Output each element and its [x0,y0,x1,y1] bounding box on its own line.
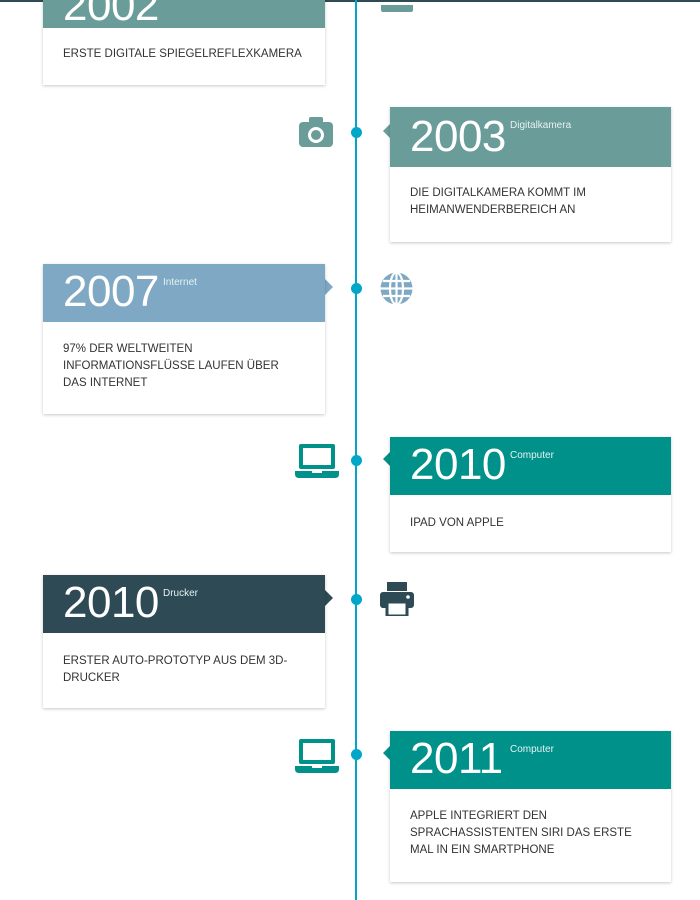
card-pointer [325,279,333,295]
card-pointer [383,124,390,138]
timeline-card-2010-computer: 2010 Computer IPAD VON APPLE [390,437,671,552]
card-pointer [383,452,390,466]
card-pointer [383,746,390,760]
card-description: 97% DER WELTWEITEN INFORMATIONSFLÜSSE LA… [63,343,279,389]
timeline-dot [350,454,362,466]
timeline-dot [350,126,362,138]
card-header: 2007 Internet [43,264,325,322]
card-year: 2003 [410,112,506,161]
card-header: 2010 Drucker [43,575,325,633]
card-description: ERSTER AUTO-PROTOTYP AUS DEM 3D-DRUCKER [63,655,288,684]
timeline-card-2011: 2011 Computer APPLE INTEGRIERT DEN SPRAC… [390,731,671,882]
card-category: Internet [163,277,197,288]
card-year: 2010 [410,440,506,489]
laptop-icon [295,444,339,483]
card-header: 2002 [43,0,325,28]
card-description: APPLE INTEGRIERT DEN SPRACHASSISTENTEN S… [410,810,632,856]
printer-icon [380,582,414,621]
timeline-dot [350,748,362,760]
timeline-dot [350,282,362,294]
card-description: IPAD VON APPLE [410,517,504,529]
card-description: ERSTE DIGITALE SPIEGELREFLEXKAMERA [63,48,302,60]
camera-icon [299,117,333,152]
card-year: 2002 [63,0,159,30]
timeline-card-2010-drucker: 2010 Drucker ERSTER AUTO-PROTOTYP AUS DE… [43,575,325,708]
timeline-card-2002: 2002 ERSTE DIGITALE SPIEGELREFLEXKAMERA [43,0,325,85]
timeline-axis [355,0,357,900]
card-year: 2010 [63,578,159,627]
laptop-icon [295,739,339,778]
card-category: Computer [510,744,554,755]
timeline-card-2003: 2003 Digitalkamera DIE DIGITALKAMERA KOM… [390,107,671,242]
card-header: 2010 Computer [390,437,671,495]
card-category: Digitalkamera [510,120,572,131]
timeline-card-2007: 2007 Internet 97% DER WELTWEITEN INFORMA… [43,264,325,414]
card-pointer [325,590,333,606]
timeline-dot [350,593,362,605]
card-category: Drucker [163,588,199,599]
card-category: Computer [510,450,554,461]
card-year: 2007 [63,267,159,316]
camera-icon [381,0,413,18]
globe-icon [380,271,413,310]
card-header: 2011 Computer [390,731,671,789]
card-description: DIE DIGITALKAMERA KOMMT IM HEIMANWENDERB… [410,187,586,216]
card-header: 2003 Digitalkamera [390,107,671,167]
card-year: 2011 [410,734,503,783]
top-border [0,0,700,2]
